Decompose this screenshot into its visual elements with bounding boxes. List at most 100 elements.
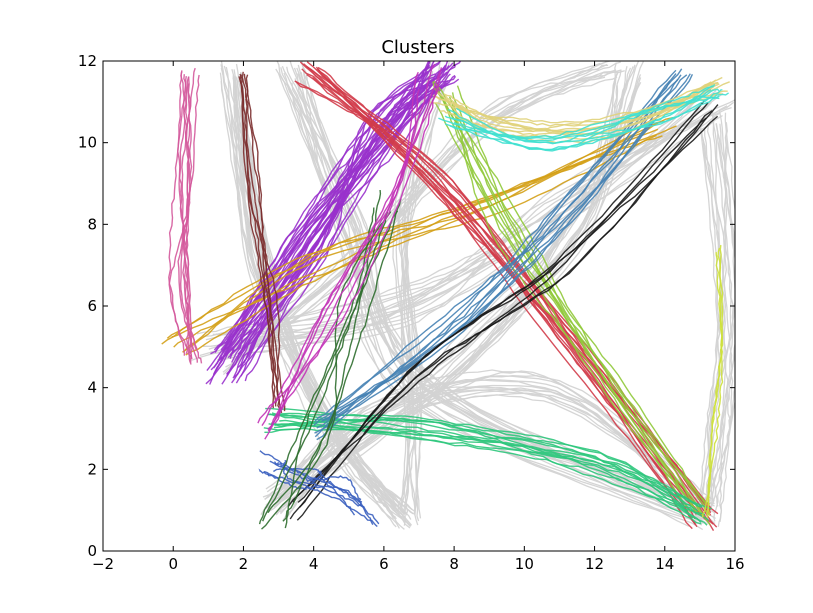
trajectory-line: [456, 85, 706, 518]
trajectory-line: [237, 65, 450, 368]
trajectory-line: [258, 468, 378, 528]
trajectory-line: [292, 102, 709, 503]
x-tick-label: 8: [449, 555, 459, 573]
trajectory-line: [233, 76, 403, 519]
trajectory-line: [264, 71, 419, 440]
trajectory-line: [182, 128, 659, 353]
trajectory-line: [267, 412, 694, 519]
series-11: [238, 71, 286, 414]
trajectory-line: [456, 88, 720, 142]
trajectory-line: [704, 129, 720, 507]
trajectory-line: [269, 460, 356, 516]
trajectory-line: [718, 110, 735, 522]
trajectory-line: [229, 78, 460, 359]
trajectory-line: [259, 450, 362, 506]
trajectory-line: [286, 379, 709, 525]
series-12: [258, 450, 380, 528]
y-tick-label: 2: [87, 460, 97, 478]
trajectory-line: [451, 92, 707, 507]
trajectory-line: [206, 62, 454, 372]
trajectory-line: [294, 78, 684, 517]
trajectory-line: [314, 74, 688, 434]
trajectory-line: [223, 65, 412, 527]
trajectory-line: [707, 245, 724, 516]
trajectory-line: [228, 76, 618, 369]
trajectory-line: [298, 100, 705, 508]
x-tick-label: 6: [379, 555, 389, 573]
trajectory-line: [218, 99, 713, 336]
trajectory-line: [296, 104, 719, 521]
trajectory-line: [233, 70, 429, 378]
series-15: [257, 63, 443, 440]
trajectory-line: [400, 62, 450, 526]
trajectory-line: [692, 121, 721, 525]
trajectory-line: [706, 247, 723, 518]
trajectory-line: [177, 70, 193, 359]
trajectory-line: [166, 120, 664, 339]
trajectory-line: [229, 72, 609, 370]
x-tick-label: 4: [309, 555, 319, 573]
trajectory-line: [261, 88, 421, 426]
series-4: [432, 80, 711, 526]
trajectory-line: [202, 90, 717, 337]
series-9: [438, 84, 729, 152]
trajectory-line: [267, 189, 382, 514]
trajectory-line: [239, 74, 281, 407]
trajectory-line: [273, 467, 363, 503]
y-tick-label: 10: [78, 134, 97, 152]
series-7: [287, 100, 719, 521]
x-tick-label: −2: [92, 555, 114, 573]
x-tick-label: 2: [239, 555, 249, 573]
x-tick-label: 12: [585, 555, 604, 573]
trajectory-line: [434, 102, 695, 509]
trajectory-line: [268, 389, 704, 510]
trajectory-line: [240, 83, 411, 528]
trajectory-line: [222, 69, 621, 373]
trajectory-line: [266, 384, 691, 511]
trajectory-line: [313, 80, 671, 426]
trajectory-line: [284, 211, 389, 529]
trajectory-line: [210, 117, 706, 353]
chart-title: Clusters: [381, 37, 454, 58]
x-tick-label: 14: [655, 555, 674, 573]
trajectory-line: [270, 422, 692, 507]
trajectory-line: [205, 112, 721, 341]
trajectory-line: [404, 73, 449, 516]
trajectory-line: [261, 211, 392, 530]
series-10: [168, 67, 203, 365]
y-tick-label: 8: [87, 215, 97, 233]
trajectory-line: [447, 89, 712, 151]
series-2: [161, 115, 677, 356]
y-tick-label: 12: [78, 52, 97, 70]
axis-ticks: [102, 60, 736, 552]
trajectory-line: [173, 135, 663, 348]
trajectory-line: [279, 419, 706, 516]
series-13: [258, 189, 402, 530]
trajectory-line: [713, 123, 735, 522]
trajectory-line: [185, 125, 677, 356]
trajectory-line: [225, 66, 395, 520]
series-6: [313, 68, 694, 441]
trajectory-line: [694, 112, 735, 524]
y-tick-label: 0: [87, 542, 97, 560]
trajectory-line: [208, 105, 728, 350]
plot-area: [161, 61, 735, 531]
trajectory-line: [262, 210, 399, 522]
trajectory-line: [282, 459, 374, 526]
trajectory-line: [451, 92, 729, 145]
x-tick-label: 0: [168, 555, 178, 573]
trajectory-line: [238, 76, 275, 409]
trajectory-line: [220, 80, 412, 526]
trajectory-line: [168, 71, 193, 360]
y-tick-label: 4: [87, 379, 97, 397]
trajectory-line: [225, 61, 613, 368]
trajectory-line: [232, 61, 442, 379]
trajectory-line: [449, 97, 720, 140]
x-tick-label: 16: [725, 555, 744, 573]
trajectory-line: [438, 84, 714, 151]
trajectory-line: [267, 84, 440, 432]
trajectory-line: [223, 80, 449, 351]
series-14: [701, 245, 724, 518]
